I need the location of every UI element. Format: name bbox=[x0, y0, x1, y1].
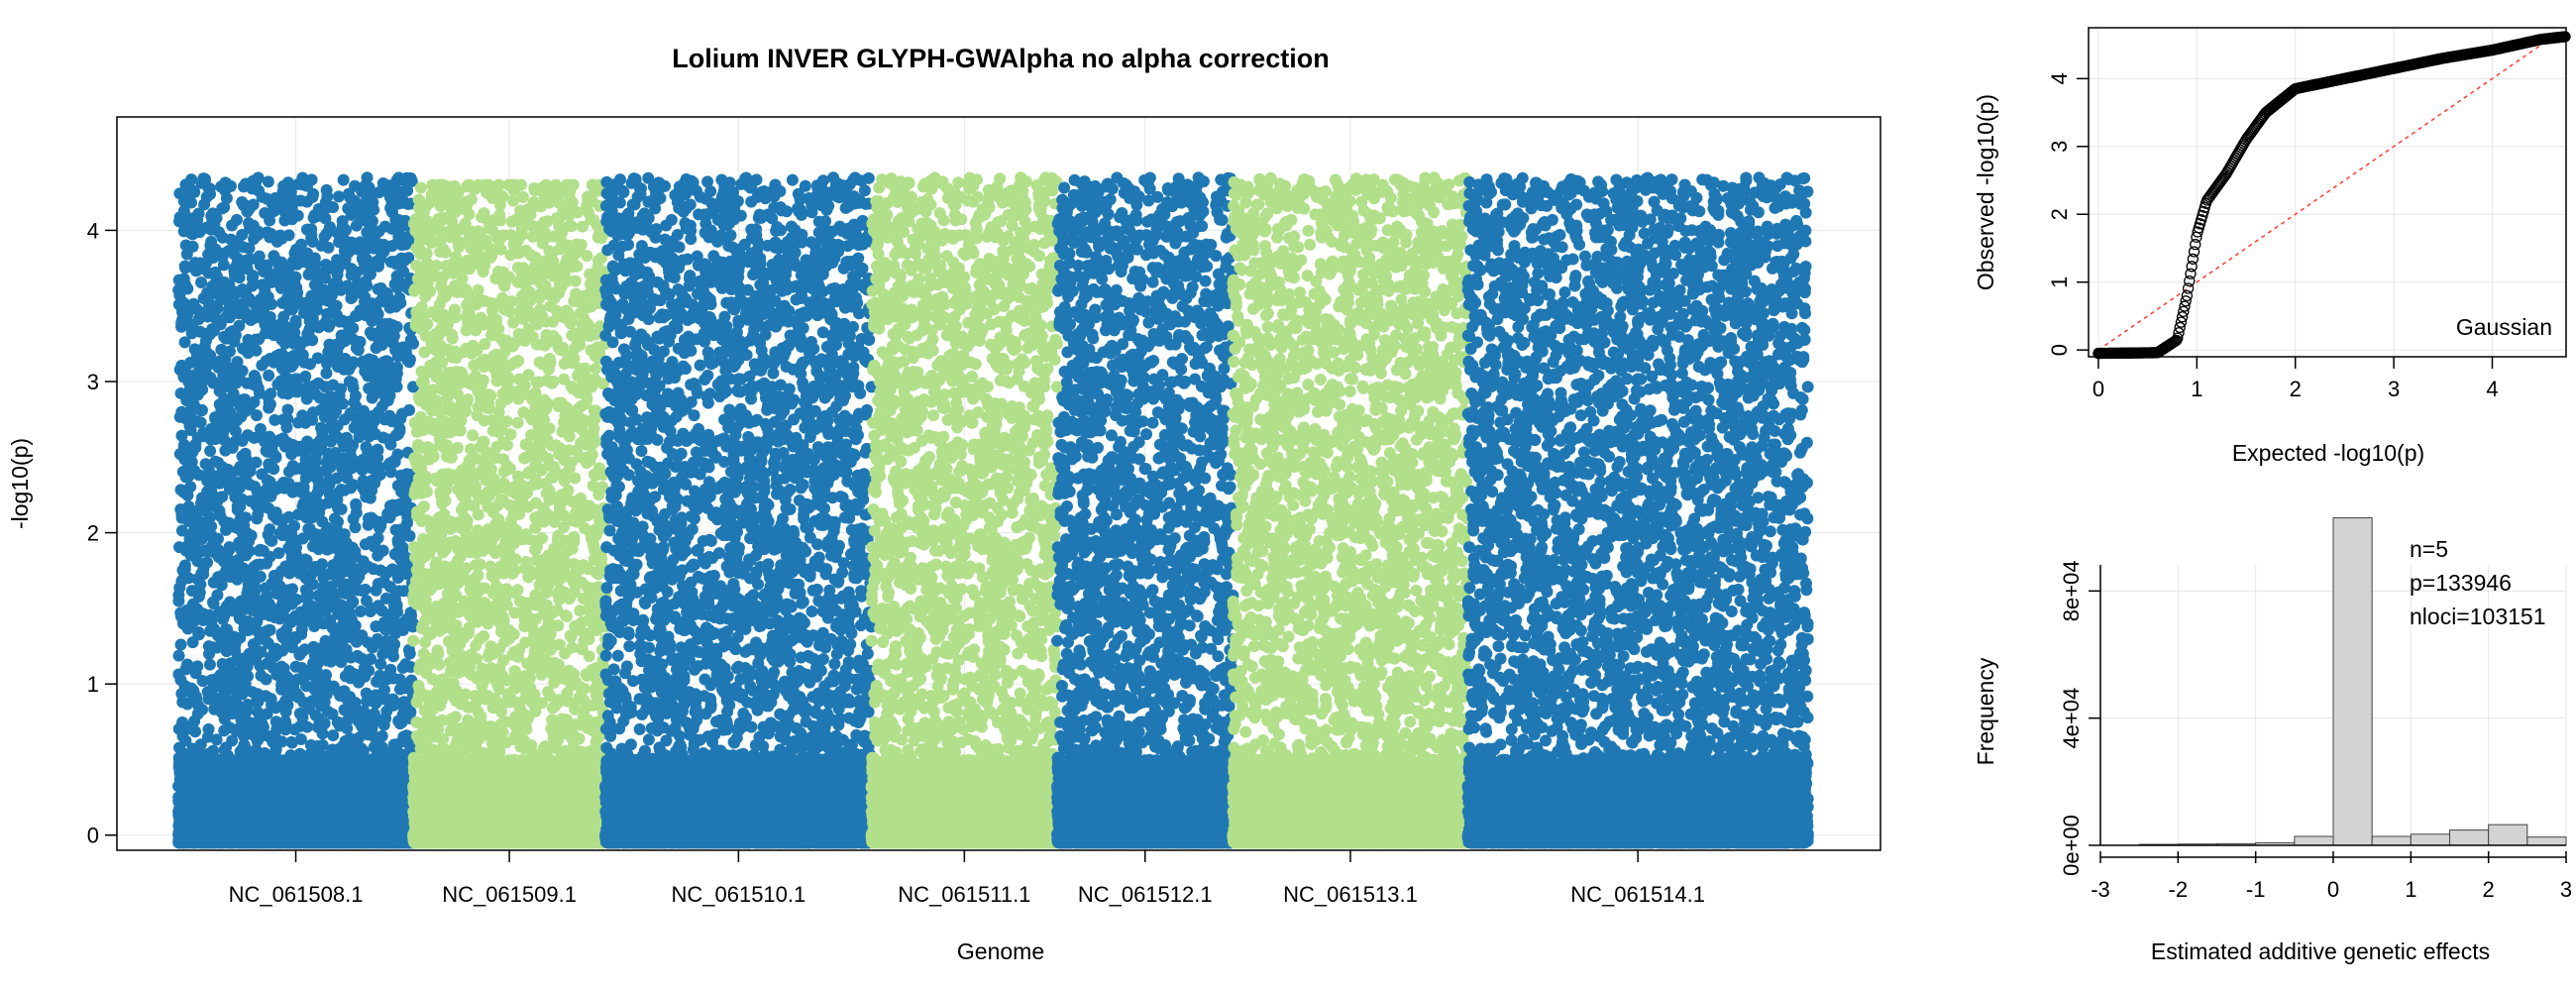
manhattan-title: Lolium INVER GLYPH-GWAlpha no alpha corr… bbox=[672, 44, 1330, 73]
manhattan-plot: Lolium INVER GLYPH-GWAlpha no alpha corr… bbox=[7, 44, 1880, 964]
manhattan-points bbox=[172, 171, 1814, 848]
